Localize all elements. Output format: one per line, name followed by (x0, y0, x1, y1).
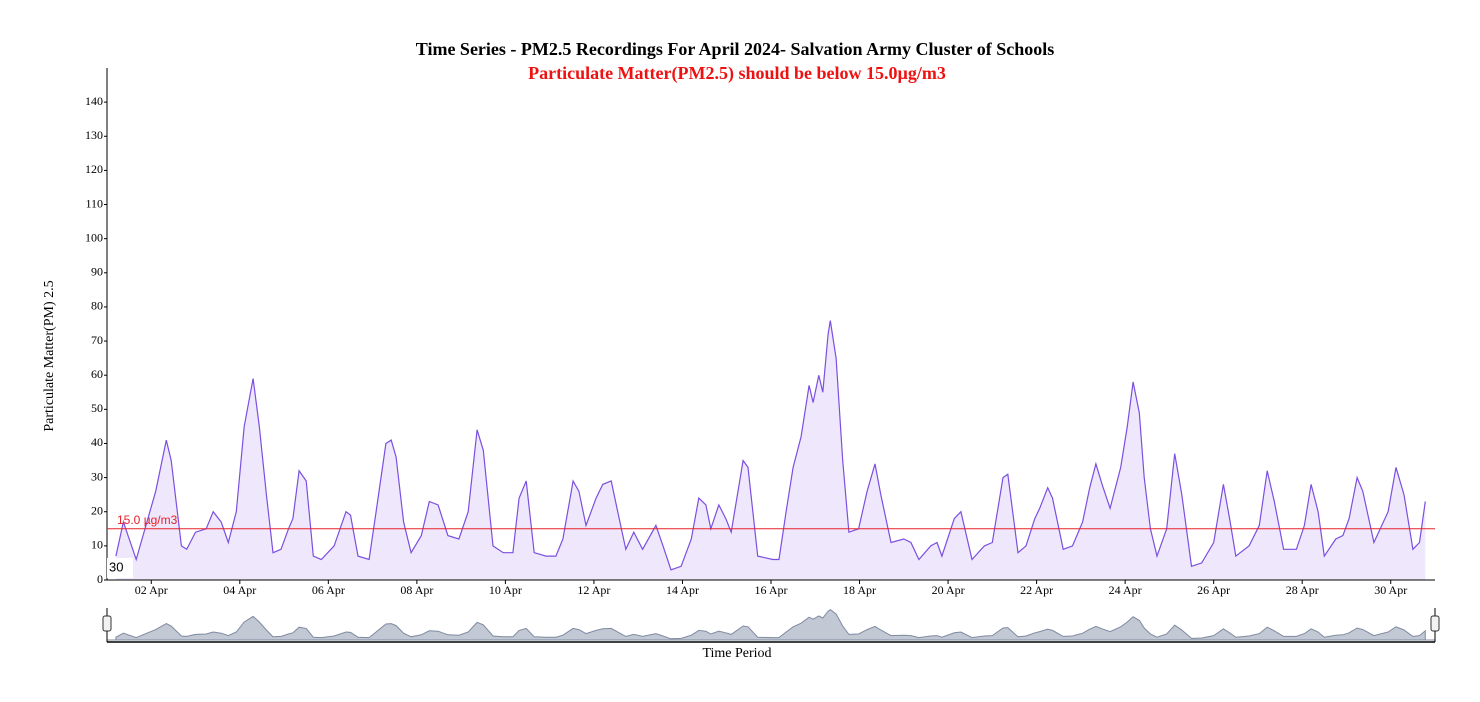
y-tick-label: 80 (91, 299, 103, 313)
y-tick-label: 110 (85, 196, 103, 210)
x-tick-label: 04 Apr (223, 583, 256, 597)
y-tick-label: 90 (91, 265, 103, 279)
range-label-box (107, 558, 133, 578)
x-tick-label: 30 Apr (1374, 583, 1407, 597)
y-tick-label: 10 (91, 538, 103, 552)
y-tick-label: 40 (91, 435, 103, 449)
y-axis-label: Particulate Matter(PM) 2.5 (42, 280, 57, 431)
x-tick-label: 28 Apr (1286, 583, 1319, 597)
y-tick-label: 0 (97, 572, 103, 586)
x-tick-label: 16 Apr (755, 583, 788, 597)
x-tick-label: 14 Apr (666, 583, 699, 597)
y-tick-label: 60 (91, 367, 103, 381)
threshold-label: 15.0 µg/m3 (117, 513, 178, 527)
y-tick-label: 70 (91, 333, 103, 347)
x-tick-label: 12 Apr (577, 583, 610, 597)
navigator-handle[interactable] (1430, 615, 1440, 632)
y-tick-label: 50 (91, 401, 103, 415)
y-tick-label: 140 (85, 94, 103, 108)
chart-subtitle: Particulate Matter(PM2.5) should be belo… (528, 63, 946, 84)
y-tick-label: 120 (85, 162, 103, 176)
x-tick-label: 08 Apr (400, 583, 433, 597)
x-tick-label: 02 Apr (135, 583, 168, 597)
y-tick-label: 30 (91, 469, 103, 483)
y-tick-label: 100 (85, 230, 103, 244)
x-tick-label: 26 Apr (1197, 583, 1230, 597)
range-label: 30 (109, 559, 123, 574)
x-tick-label: 22 Apr (1020, 583, 1053, 597)
x-tick-label: 10 Apr (489, 583, 522, 597)
x-axis-label: Time Period (702, 646, 771, 661)
x-tick-label: 06 Apr (312, 583, 345, 597)
navigator-area (107, 608, 1435, 641)
y-tick-label: 130 (85, 128, 103, 142)
chart-title: Time Series - PM2.5 Recordings For April… (416, 39, 1054, 59)
data-line (115, 320, 1426, 571)
x-tick-label: 18 Apr (843, 583, 876, 597)
navigator-handle[interactable] (102, 615, 112, 632)
y-tick-label: 20 (91, 503, 103, 517)
x-tick-label: 20 Apr (932, 583, 965, 597)
area-fill (115, 320, 1426, 580)
x-tick-label: 24 Apr (1109, 583, 1142, 597)
